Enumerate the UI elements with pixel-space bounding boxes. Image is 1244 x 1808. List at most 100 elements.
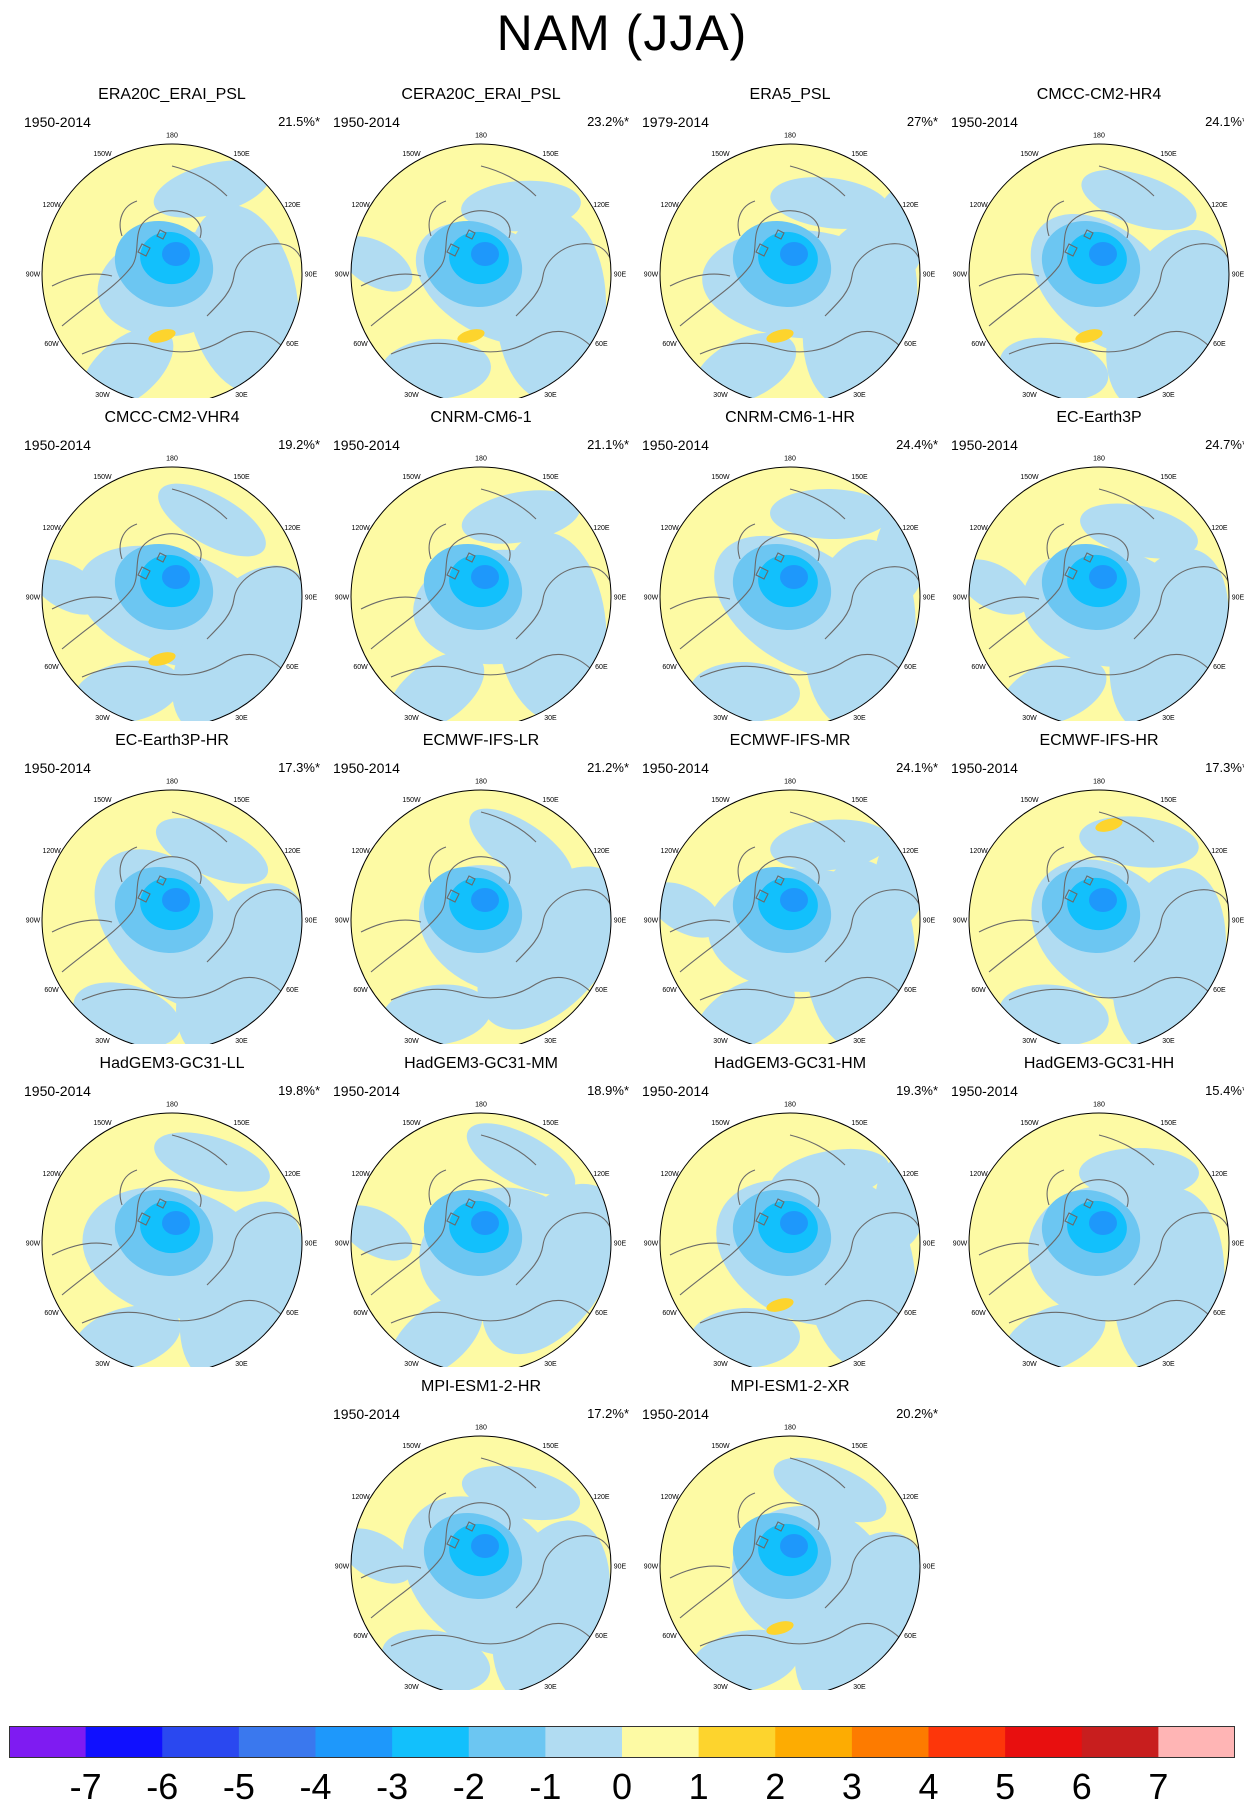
map-boundary [41, 466, 303, 721]
map-panel: MPI-ESM1-2-HR 1950-2014 17.2%* 180 150E 120E 9… [331, 1378, 631, 1690]
longitude-label: 150W [402, 1120, 421, 1127]
colorbar-swatch [775, 1726, 853, 1758]
panel-title: ERA20C_ERAI_PSL [98, 86, 246, 103]
longitude-label: 120W [42, 1171, 61, 1178]
strongest-blue-anomaly [1089, 565, 1117, 589]
coastline [1064, 488, 1155, 580]
colorbar-swatch [928, 1726, 1006, 1758]
map-boundary [350, 789, 612, 1044]
panel-period: 1950-2014 [333, 1406, 400, 1422]
longitude-label: 150W [93, 1120, 112, 1127]
longitude-label: 60E [595, 341, 608, 348]
longitude-label: 30W [95, 715, 110, 721]
longitude-label: 90W [644, 595, 659, 602]
light-blue-anomaly [495, 211, 607, 398]
longitude-label: 30E [544, 1038, 557, 1044]
longitude-label: 120W [351, 525, 370, 532]
coastline [978, 846, 1065, 933]
longitude-label: 30E [853, 1684, 866, 1690]
light-blue-anomaly [351, 236, 413, 292]
longitude-label: 60E [286, 987, 299, 994]
coastline [390, 330, 594, 355]
longitude-label: 60E [286, 664, 299, 671]
coastline [81, 1299, 285, 1324]
strongest-blue-anomaly [1089, 1211, 1117, 1235]
panel-explained-variance: 21.5%* [278, 114, 320, 129]
colorbar-tick-label: 7 [1148, 1766, 1169, 1807]
longitude-label: 60W [971, 341, 986, 348]
coastline [137, 1134, 228, 1226]
panel-explained-variance: 15.4%* [1205, 1083, 1244, 1098]
coastline [679, 533, 820, 650]
polar-stereographic-map: 180150E120E90E60E30E030W60W90W120W150W [335, 779, 627, 1044]
panel-period: 1950-2014 [333, 114, 400, 130]
light-blue-anomaly [351, 1528, 413, 1584]
coastline [360, 1169, 447, 1256]
map-panel: EC-Earth3P-HR 1950-2014 17.3%* 180 150E 120E 9… [22, 732, 322, 1044]
strongest-blue-anomaly [162, 242, 190, 266]
map-boundary [659, 143, 921, 398]
longitude-label: 120W [42, 202, 61, 209]
longitude-label: 120W [969, 202, 988, 209]
coastline [390, 653, 594, 678]
longitude-label: 120W [351, 1494, 370, 1501]
longitude-label: 30W [713, 392, 728, 398]
panel-period: 1950-2014 [333, 1083, 400, 1099]
panel-title: HadGEM3-GC31-MM [404, 1055, 558, 1072]
colorbar-swatch [85, 1726, 163, 1758]
longitude-label: 120E [1211, 848, 1228, 855]
coastline [988, 533, 1129, 650]
longitude-label: 90E [1232, 595, 1244, 602]
coastline [824, 1212, 920, 1286]
strongest-blue-anomaly [471, 888, 499, 912]
longitude-label: 90E [923, 1564, 936, 1571]
longitude-label: 90E [305, 595, 318, 602]
longitude-label: 90E [614, 918, 627, 925]
panel-period: 1950-2014 [951, 1083, 1018, 1099]
longitude-label: 30E [544, 715, 557, 721]
panel-title: ECMWF-IFS-MR [729, 732, 851, 749]
light-blue-anomaly [660, 882, 722, 938]
longitude-label: 120E [1211, 1171, 1228, 1178]
longitude-label: 150E [542, 1120, 559, 1127]
longitude-label: 60E [1213, 987, 1226, 994]
strongest-blue-anomaly [780, 888, 808, 912]
longitude-label: 90E [614, 1564, 627, 1571]
light-blue-anomaly [158, 483, 266, 557]
longitude-label: 90W [335, 918, 350, 925]
light-blue-anomaly [153, 160, 271, 218]
longitude-label: 60W [662, 664, 677, 671]
coastline [1133, 889, 1229, 963]
longitude-label: 30W [404, 392, 419, 398]
coastline [755, 488, 846, 580]
longitude-label: 60W [353, 664, 368, 671]
coastline [515, 566, 611, 640]
polar-stereographic-map: 180150E120E90E60E30E030W60W90W120W150W [26, 456, 318, 721]
strongest-blue-anomaly [471, 565, 499, 589]
orange-anomaly [1075, 329, 1103, 343]
longitude-label: 60E [595, 987, 608, 994]
strongest-blue-anomaly [471, 1534, 499, 1558]
longitude-label: 150W [711, 474, 730, 481]
longitude-label: 150E [233, 151, 250, 158]
longitude-label: 150E [851, 797, 868, 804]
longitude-label: 150W [1020, 797, 1039, 804]
map-boundary [350, 466, 612, 721]
longitude-label: 150E [542, 474, 559, 481]
orange-anomaly [148, 652, 176, 666]
longitude-label: 150E [1160, 797, 1177, 804]
coastline [61, 1179, 202, 1296]
longitude-label: 150W [1020, 1120, 1039, 1127]
coastline [978, 1169, 1065, 1256]
longitude-label: 30E [853, 1361, 866, 1367]
map-boundary [350, 143, 612, 398]
panel-period: 1950-2014 [333, 760, 400, 776]
longitude-label: 60E [1213, 664, 1226, 671]
colorbar-swatch [851, 1726, 930, 1758]
panel-explained-variance: 20.2%* [896, 1406, 938, 1421]
longitude-label: 120E [902, 202, 919, 209]
longitude-label: 90E [923, 272, 936, 279]
longitude-label: 120E [593, 1171, 610, 1178]
coastline [81, 976, 285, 1001]
longitude-label: 150W [1020, 151, 1039, 158]
